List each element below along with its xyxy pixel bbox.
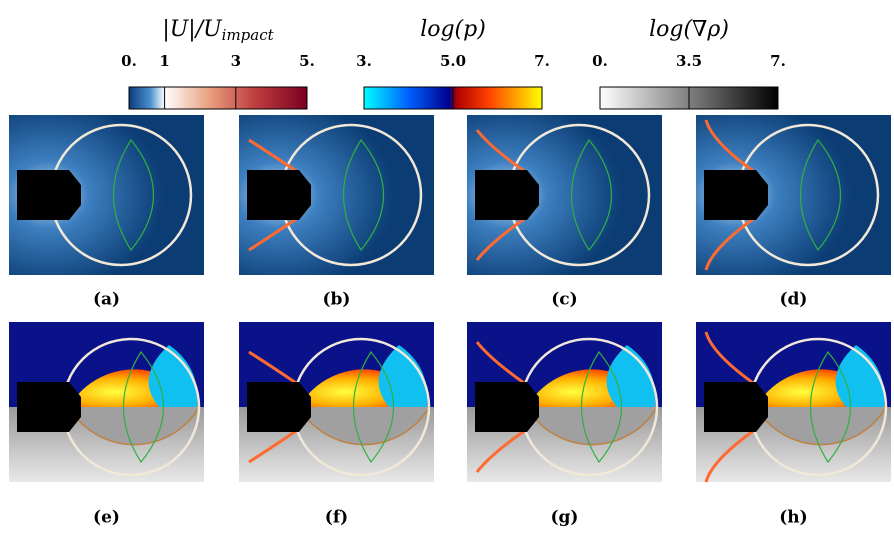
title-text: log(p) — [420, 17, 486, 42]
panel-label: (h) — [779, 508, 807, 528]
panel-label: (c) — [551, 290, 577, 310]
projectile — [17, 170, 81, 220]
colorbar-tick-label: 3.5 — [676, 52, 702, 70]
panel — [239, 322, 434, 482]
panel — [696, 115, 891, 275]
projectile — [475, 382, 539, 432]
colorbar-tick-label: 3 — [231, 52, 241, 70]
title-subscript: impact — [222, 26, 275, 44]
panel — [467, 115, 662, 275]
colorbar-tick-label: 0. — [121, 52, 137, 70]
title-text: |U|/U — [162, 17, 223, 42]
projectile — [475, 170, 539, 220]
colorbar — [129, 87, 307, 109]
colorbar-tick-label: 1 — [159, 52, 169, 70]
colorbar-title: log(p) — [420, 17, 486, 42]
title-text: log(∇ρ) — [649, 17, 729, 42]
panel-label: (e) — [93, 508, 120, 528]
figure: |U|/Uimpact 0. 1 3 5. log(p) 3. 5.0 7. log(∇ρ) 0. 3… — [0, 0, 894, 533]
projectile — [704, 170, 768, 220]
panel-label: (a) — [93, 290, 120, 310]
panel — [467, 322, 662, 482]
panel-label: (b) — [323, 290, 351, 310]
colorbar-tick-label: 7. — [534, 52, 550, 70]
panel-label: (d) — [780, 290, 808, 310]
colorbar-tick-label: 3. — [356, 52, 372, 70]
panel-label: (g) — [551, 508, 579, 528]
projectile — [17, 382, 81, 432]
panel — [239, 115, 434, 275]
colorbar-title: log(∇ρ) — [649, 17, 729, 42]
colorbar-title: |U|/Uimpact — [162, 17, 274, 44]
projectile — [247, 382, 311, 432]
panel — [9, 115, 204, 275]
panel — [9, 322, 204, 482]
projectile — [247, 170, 311, 220]
panel-label: (f) — [325, 508, 348, 528]
colorbars: |U|/Uimpact 0. 1 3 5. log(p) 3. 5.0 7. log(∇ρ) 0. 3… — [121, 17, 786, 109]
colorbar-tick-label: 5.0 — [440, 52, 466, 70]
panels: (a) (b) (c) (d) (e) (f) (g) (h) — [9, 115, 891, 528]
panel — [696, 322, 891, 482]
colorbar-tick-label: 0. — [592, 52, 608, 70]
colorbar-tick-label: 7. — [770, 52, 786, 70]
projectile — [704, 382, 768, 432]
colorbar-tick-label: 5. — [299, 52, 315, 70]
